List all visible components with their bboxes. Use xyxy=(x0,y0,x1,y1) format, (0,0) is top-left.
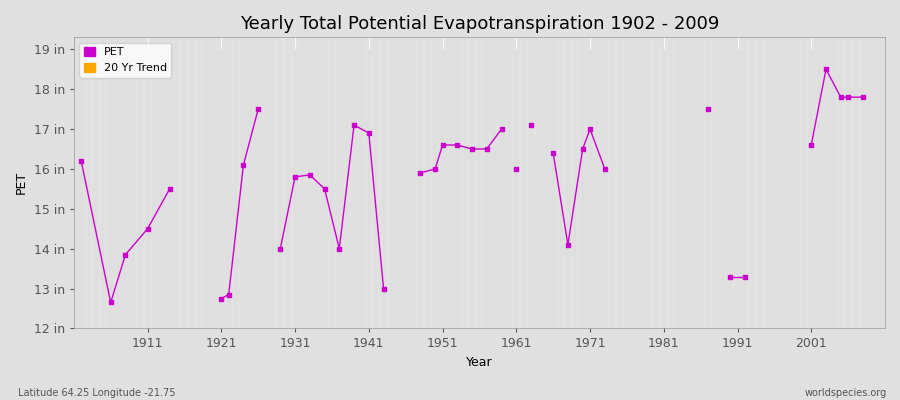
Bar xyxy=(74,209,885,249)
Bar xyxy=(74,249,885,288)
Legend: PET, 20 Yr Trend: PET, 20 Yr Trend xyxy=(79,43,171,78)
Bar xyxy=(74,288,885,328)
Text: worldspecies.org: worldspecies.org xyxy=(805,388,886,398)
Y-axis label: PET: PET xyxy=(15,171,28,194)
Text: Latitude 64.25 Longitude -21.75: Latitude 64.25 Longitude -21.75 xyxy=(18,388,176,398)
Title: Yearly Total Potential Evapotranspiration 1902 - 2009: Yearly Total Potential Evapotranspiratio… xyxy=(239,15,719,33)
Bar xyxy=(74,49,885,89)
X-axis label: Year: Year xyxy=(466,356,492,369)
Bar xyxy=(74,129,885,169)
Bar xyxy=(74,169,885,209)
Bar xyxy=(74,89,885,129)
